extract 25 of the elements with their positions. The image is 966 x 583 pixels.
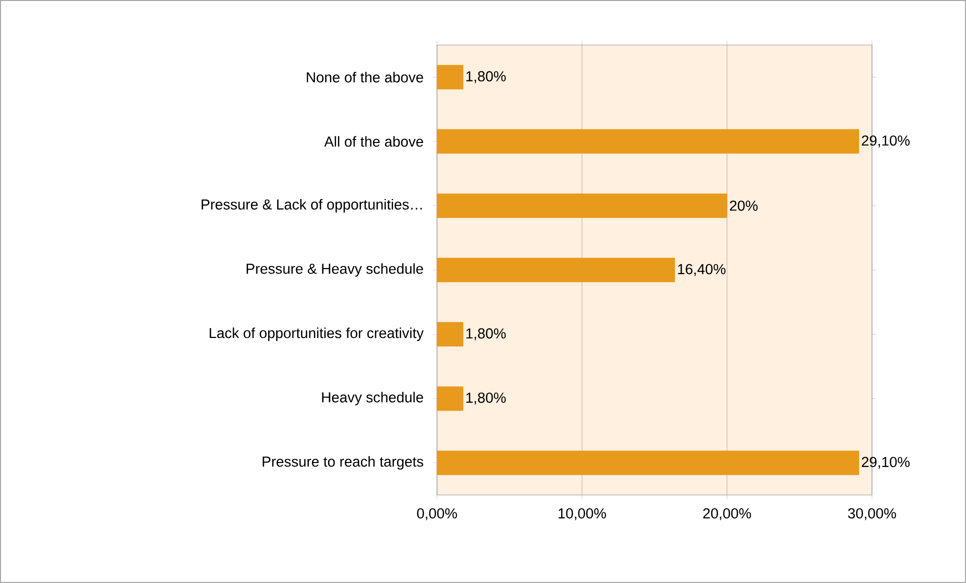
bar bbox=[436, 386, 464, 411]
y-tick-label: None of the above bbox=[306, 72, 424, 82]
data-label: 29,10% bbox=[862, 135, 910, 148]
bar bbox=[436, 322, 464, 346]
y-tick-label: Pressure & Heavy schedule bbox=[246, 263, 424, 277]
bar bbox=[436, 194, 728, 218]
data-label: 16,40% bbox=[678, 264, 726, 276]
x-tick-label: 0,00% bbox=[417, 508, 457, 520]
x-tick-label: 30,00% bbox=[848, 508, 896, 520]
y-tick-label: Pressure & Lack of opportunities… bbox=[202, 198, 422, 212]
y-tick-label: Lack of opportunities for creativity bbox=[210, 328, 424, 342]
data-label: 1,80% bbox=[466, 328, 506, 340]
y-tick-label: All of the above bbox=[324, 136, 424, 147]
data-label: 1,80% bbox=[466, 71, 506, 84]
bar bbox=[436, 258, 676, 282]
x-tick-label: 10,00% bbox=[558, 508, 606, 520]
y-tick-label: Heavy schedule bbox=[322, 392, 424, 406]
data-label: 1,80% bbox=[466, 392, 506, 405]
data-label: 29,10% bbox=[862, 456, 910, 469]
bar bbox=[436, 129, 860, 154]
y-tick-label: Pressure to reach targets bbox=[262, 456, 424, 470]
bar bbox=[436, 64, 464, 90]
bar bbox=[436, 450, 860, 476]
data-label: 20% bbox=[730, 200, 758, 211]
x-tick-label: 20,00% bbox=[703, 508, 751, 520]
